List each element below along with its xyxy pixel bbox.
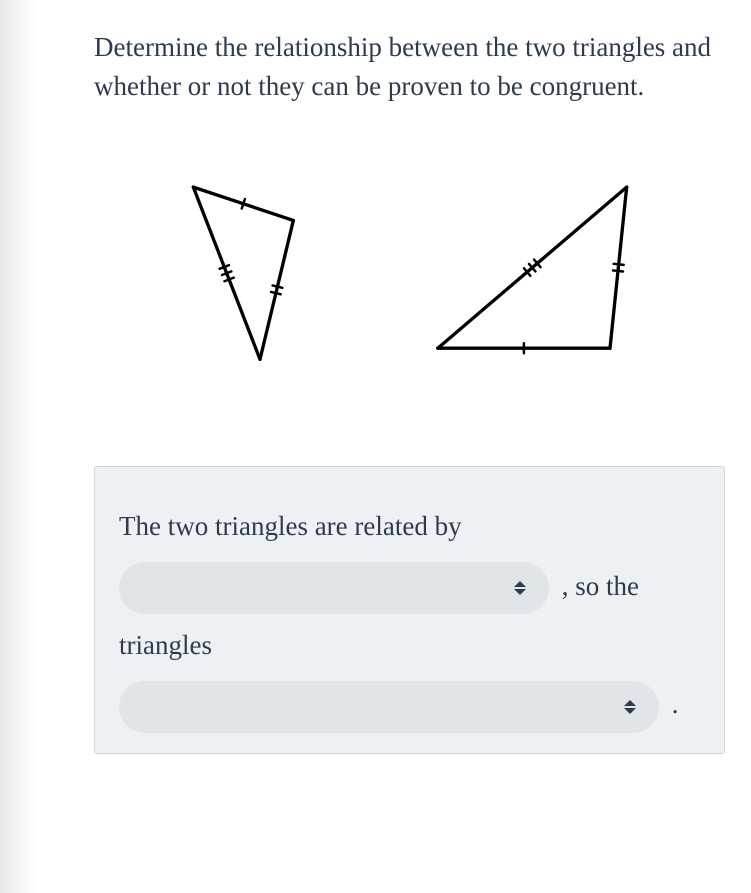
main-content: Determine the relationship between the t…	[38, 0, 751, 893]
chevron-updown-icon	[619, 696, 641, 718]
question-prompt: Determine the relationship between the t…	[94, 28, 725, 106]
page-gutter	[0, 0, 38, 893]
conclusion-select[interactable]	[119, 681, 659, 733]
relation-select[interactable]	[119, 562, 549, 614]
triangles-figure	[94, 146, 725, 406]
triangles-svg	[130, 176, 690, 376]
answer-panel: The two triangles are related by , so th…	[94, 466, 725, 754]
chevron-updown-icon	[509, 577, 531, 599]
answer-text-1: The two triangles are related by	[119, 511, 462, 541]
answer-period: .	[672, 689, 679, 719]
answer-text-3: triangles	[119, 630, 212, 660]
answer-text-2: , so the	[562, 571, 639, 601]
